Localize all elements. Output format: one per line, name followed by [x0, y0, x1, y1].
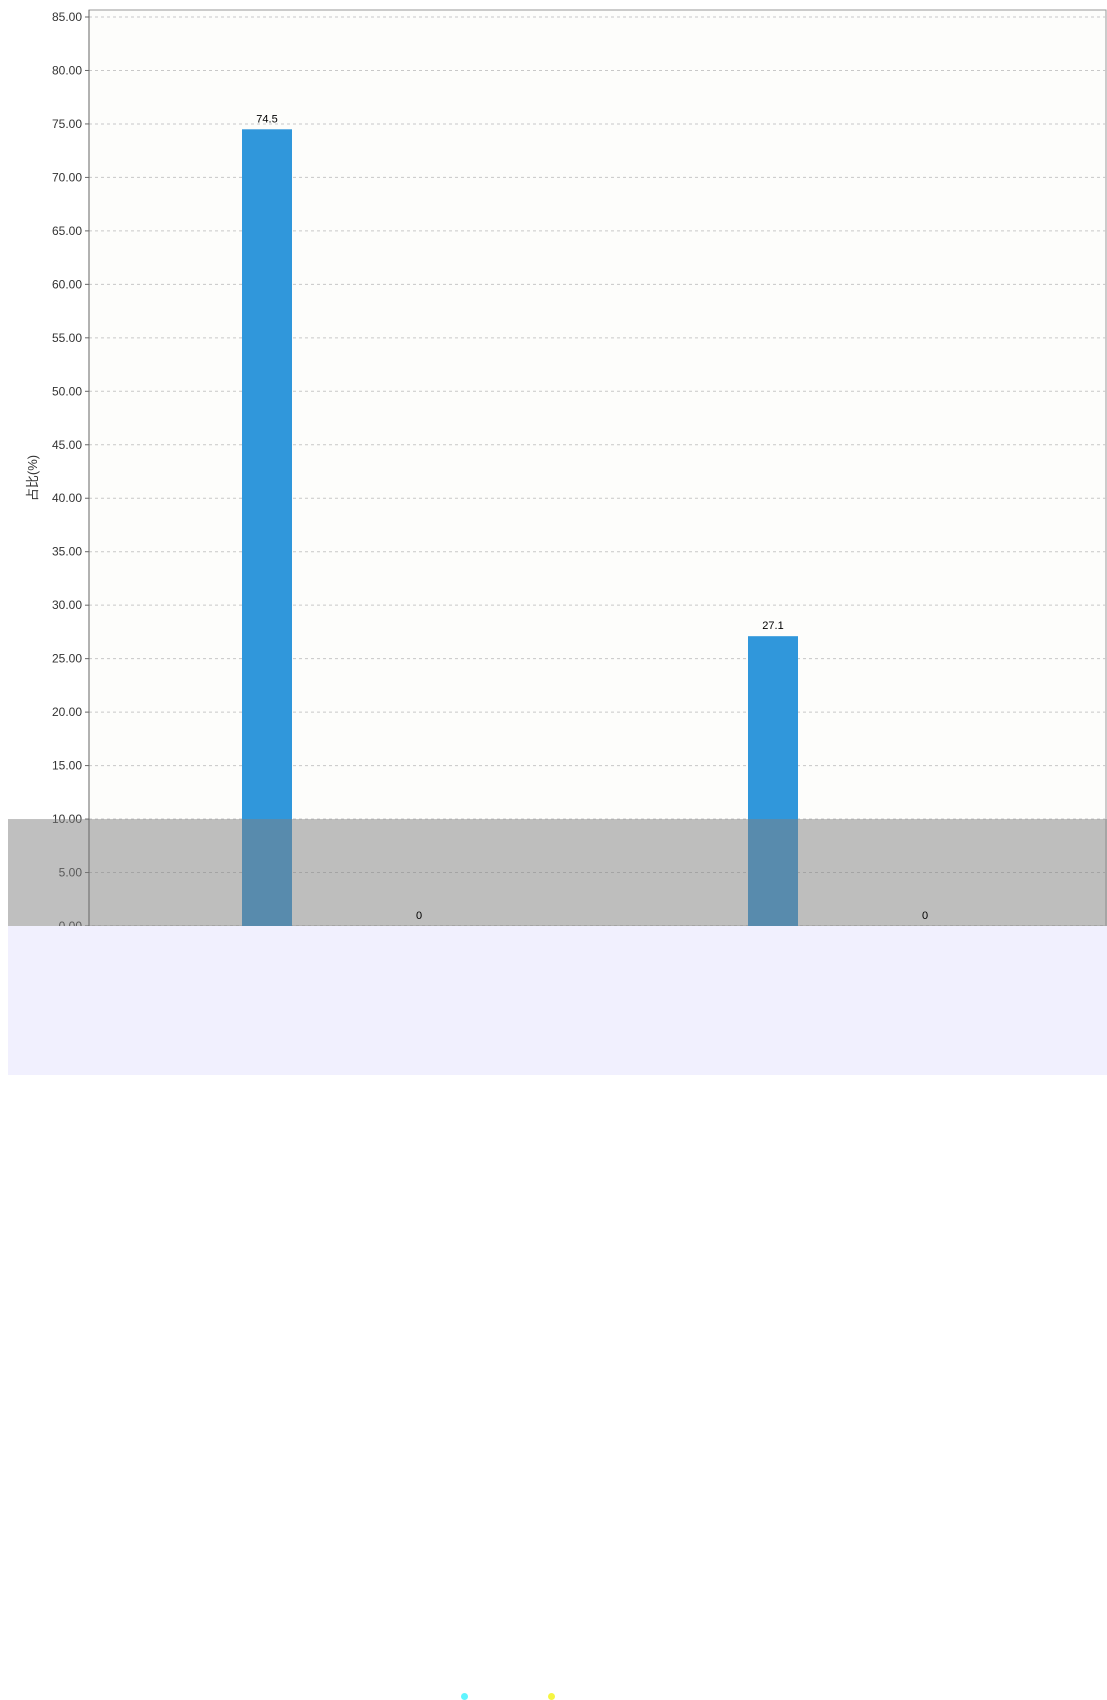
plot-area [88, 9, 1107, 927]
legend-swatch-2 [548, 1693, 555, 1700]
bar-value-label: 27.1 [762, 620, 783, 632]
y-tick-label: 75.00 [52, 117, 82, 131]
bar [242, 129, 292, 927]
legend-swatch-1 [461, 1693, 468, 1700]
y-tick-label: 65.00 [52, 224, 82, 238]
y-tick-label: 50.00 [52, 384, 82, 398]
y-tick-label: 85.00 [52, 10, 82, 24]
selection-overlay [8, 819, 1107, 926]
bar-value-label: 74.5 [256, 113, 277, 125]
y-tick-label: 60.00 [52, 277, 82, 291]
bar-chart: 0.005.0010.0015.0020.0025.0030.0035.0040… [8, 9, 1107, 933]
bar-value-label: 0 [922, 910, 928, 922]
y-tick-label: 35.00 [52, 545, 82, 559]
y-tick-label: 45.00 [52, 438, 82, 452]
bar-value-label: 0 [416, 910, 422, 922]
legend-panel [8, 926, 1107, 1700]
y-tick-label: 20.00 [52, 705, 82, 719]
y-tick-label: 80.00 [52, 63, 82, 77]
y-tick-label: 15.00 [52, 759, 82, 773]
y-tick-label: 25.00 [52, 652, 82, 666]
bar-labels: 74.5 27.1 0 0 [256, 113, 928, 922]
bars [242, 129, 798, 927]
y-tick-label: 70.00 [52, 170, 82, 184]
y-axis-label: 占比(%) [25, 455, 40, 501]
y-tick-label: 55.00 [52, 331, 82, 345]
y-tick-label: 30.00 [52, 598, 82, 612]
y-tick-label: 40.00 [52, 491, 82, 505]
